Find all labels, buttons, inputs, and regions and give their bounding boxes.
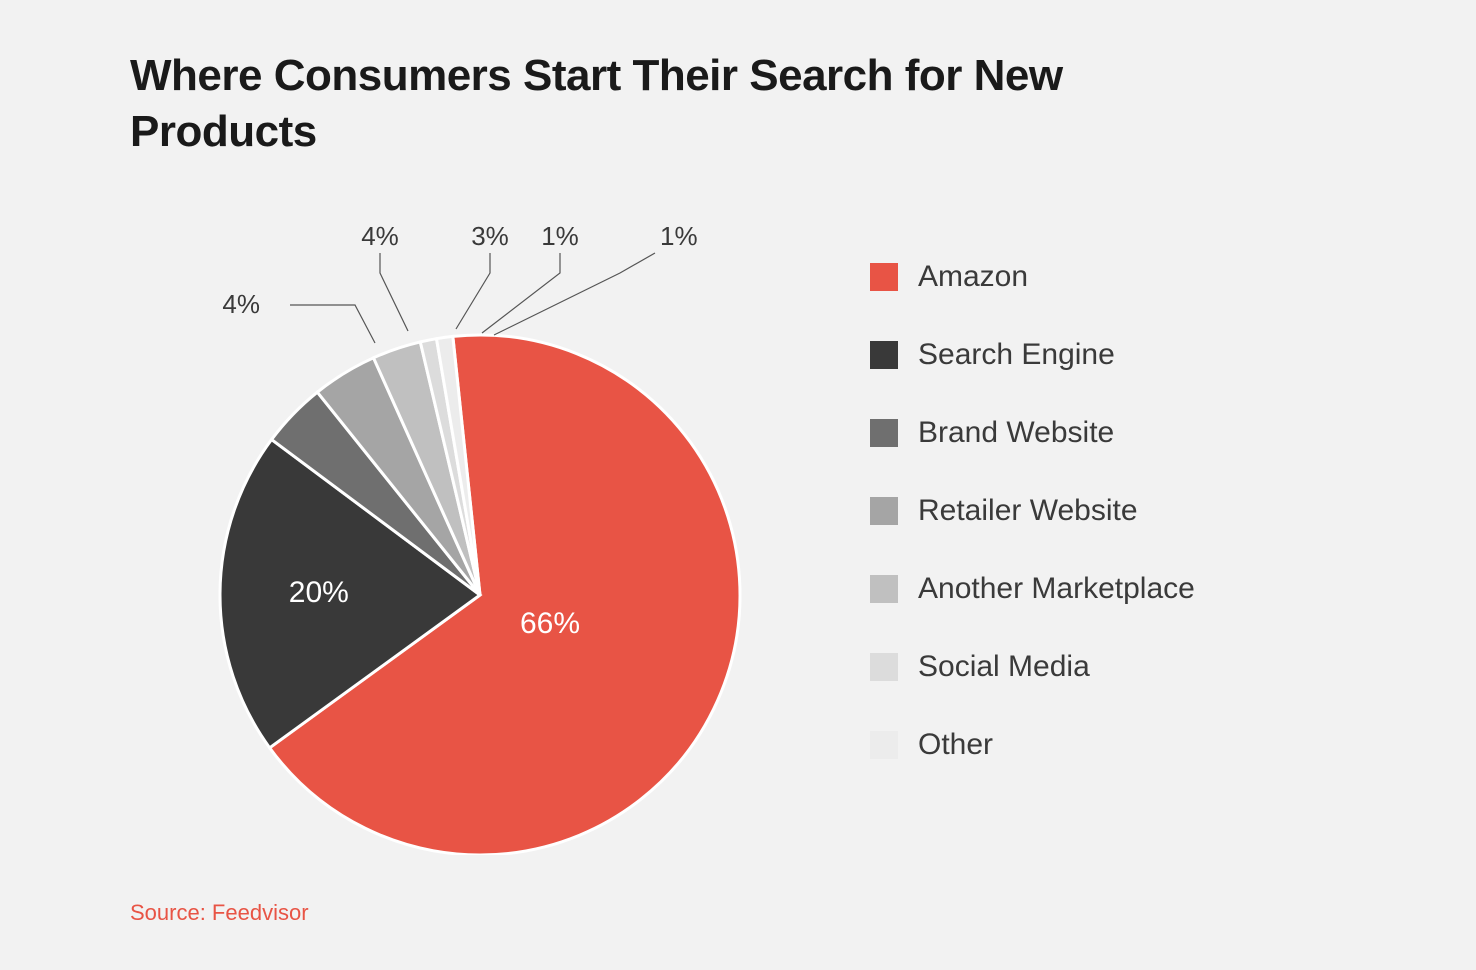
slice-value-label: 20%: [289, 576, 349, 609]
legend-label: Social Media: [918, 650, 1090, 684]
legend-label: Brand Website: [918, 416, 1114, 450]
leader-line: [456, 253, 490, 329]
legend-swatch: [870, 653, 898, 681]
slice-value-label: 4%: [361, 221, 399, 251]
leader-line: [380, 253, 408, 331]
legend-swatch: [870, 419, 898, 447]
legend-item: Amazon: [870, 260, 1195, 294]
legend-item: Social Media: [870, 650, 1195, 684]
legend-swatch: [870, 341, 898, 369]
leader-line: [290, 305, 375, 343]
legend: Amazon Search Engine Brand Website Retailer…: [870, 260, 1195, 762]
legend-swatch: [870, 263, 898, 291]
legend-label: Other: [918, 728, 993, 762]
legend-item: Brand Website: [870, 416, 1195, 450]
legend-item: Other: [870, 728, 1195, 762]
legend-swatch: [870, 575, 898, 603]
legend-item: Retailer Website: [870, 494, 1195, 528]
chart-container: Where Consumers Start Their Search for N…: [0, 0, 1476, 970]
legend-label: Amazon: [918, 260, 1028, 294]
leader-line: [482, 253, 560, 333]
legend-label: Retailer Website: [918, 494, 1138, 528]
chart-title: Where Consumers Start Their Search for N…: [130, 48, 1090, 161]
legend-swatch: [870, 731, 898, 759]
legend-item: Another Marketplace: [870, 572, 1195, 606]
slice-value-label: 1%: [660, 221, 698, 251]
legend-swatch: [870, 497, 898, 525]
slice-value-label: 1%: [541, 221, 579, 251]
slice-value-label: 4%: [222, 289, 260, 319]
leader-line: [494, 253, 655, 335]
legend-label: Search Engine: [918, 338, 1115, 372]
legend-label: Another Marketplace: [918, 572, 1195, 606]
source-label: Source: Feedvisor: [130, 900, 309, 926]
pie-chart: 66% 20% 4% 4% 3% 1% 1%: [160, 215, 800, 855]
slice-value-label: 66%: [520, 607, 580, 640]
slice-value-label: 3%: [471, 221, 509, 251]
legend-item: Search Engine: [870, 338, 1195, 372]
